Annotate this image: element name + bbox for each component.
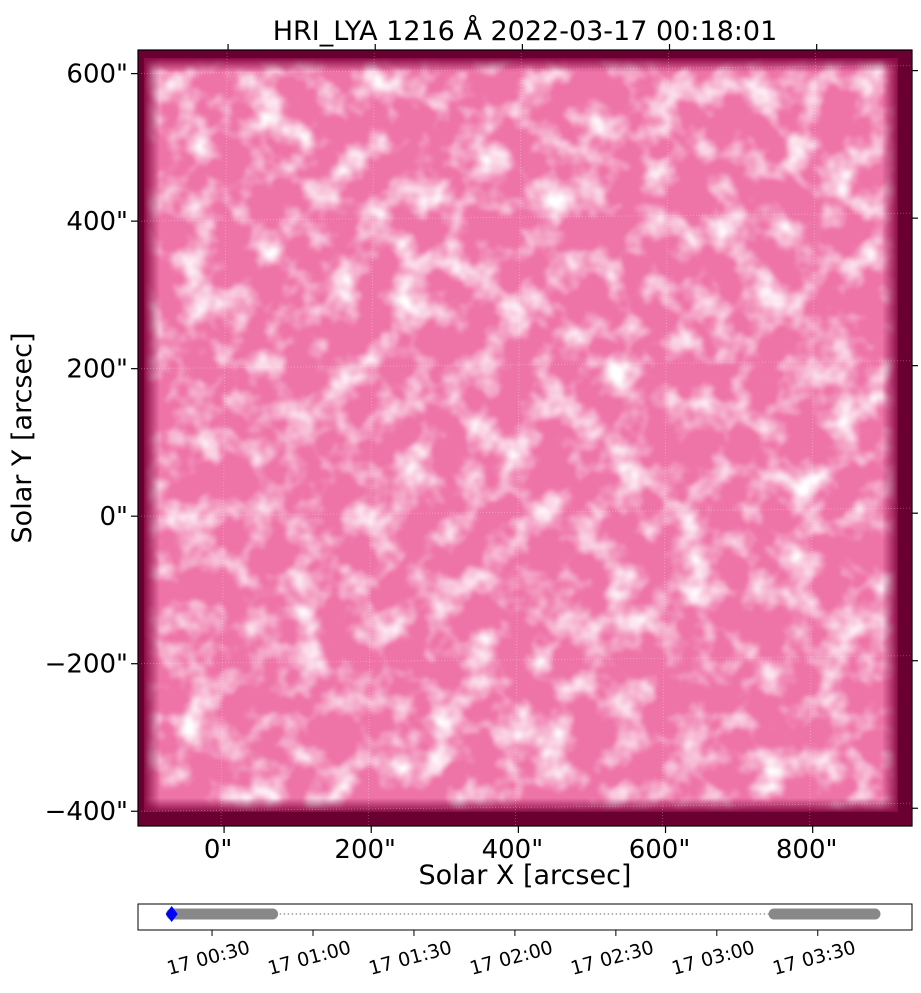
x-tick-label: 600" [629,835,691,865]
y-axis-ticks: 600" 400" 200" 0" −200" −400" [45,60,138,827]
timeline-tick-label: 17 01:30 [367,937,455,980]
grid-line-x [809,50,817,826]
x-tick-label: 800" [776,835,838,865]
timeline-tick-label: 17 02:30 [568,937,656,980]
grid-line-x [367,50,375,826]
y-tick-label: −200" [45,650,128,680]
grid-line-x [662,50,669,826]
grid-line-x [220,50,228,826]
grid-line-y [138,360,912,370]
y-axis-label: Solar Y [arcsec] [7,333,38,544]
x-tick-label: 0" [204,835,233,865]
timeline-current-marker [165,906,178,922]
x-tick-label: 400" [482,835,544,865]
image-edge-top [144,58,898,72]
image-edge-bottom [144,798,898,812]
image-frame [137,49,913,827]
y-tick-label: 400" [66,207,128,237]
chart-title: HRI_LYA 1216 Å 2022-03-17 00:18:01 [273,15,778,47]
y-tick-label: 0" [99,502,128,532]
solar-image [138,50,912,826]
x-axis-label: Solar X [arcsec] [419,860,632,891]
y-tick-label: 200" [66,355,128,385]
timeline-ticks: 17 00:30 17 01:00 17 01:30 17 02:00 17 02:30… [165,930,858,980]
grid-line-y [138,65,912,75]
timeline-tick-label: 17 02:00 [467,937,555,980]
timeline-marks [165,906,881,922]
x-tick-label: 200" [334,835,396,865]
grid-line-y [138,655,912,665]
grid-line-y [138,212,912,222]
grid-line-y [138,507,912,517]
x-axis-ticks: 0" 200" 400" 600" 800" [204,826,838,865]
image-granulation [144,58,898,812]
grid-line-x [514,50,522,826]
image-edge-right [882,58,898,812]
y-tick-label: −400" [45,797,128,827]
image-edge-left [144,58,160,812]
y-axis-right-ticks [912,70,918,809]
y-tick-label: 600" [66,60,128,90]
coordinate-grid [138,50,912,826]
x-axis-top-ticks [227,44,818,50]
grid-line-y [138,802,912,812]
timeline-tick-label: 17 01:00 [266,937,354,980]
timeline-panel: 17 00:30 17 01:00 17 01:30 17 02:00 17 02:30… [137,903,913,980]
timeline-tick-label: 17 03:00 [669,937,757,980]
timeline-tick-label: 17 03:30 [770,937,858,980]
timeline-tick-label: 17 00:30 [165,937,253,980]
